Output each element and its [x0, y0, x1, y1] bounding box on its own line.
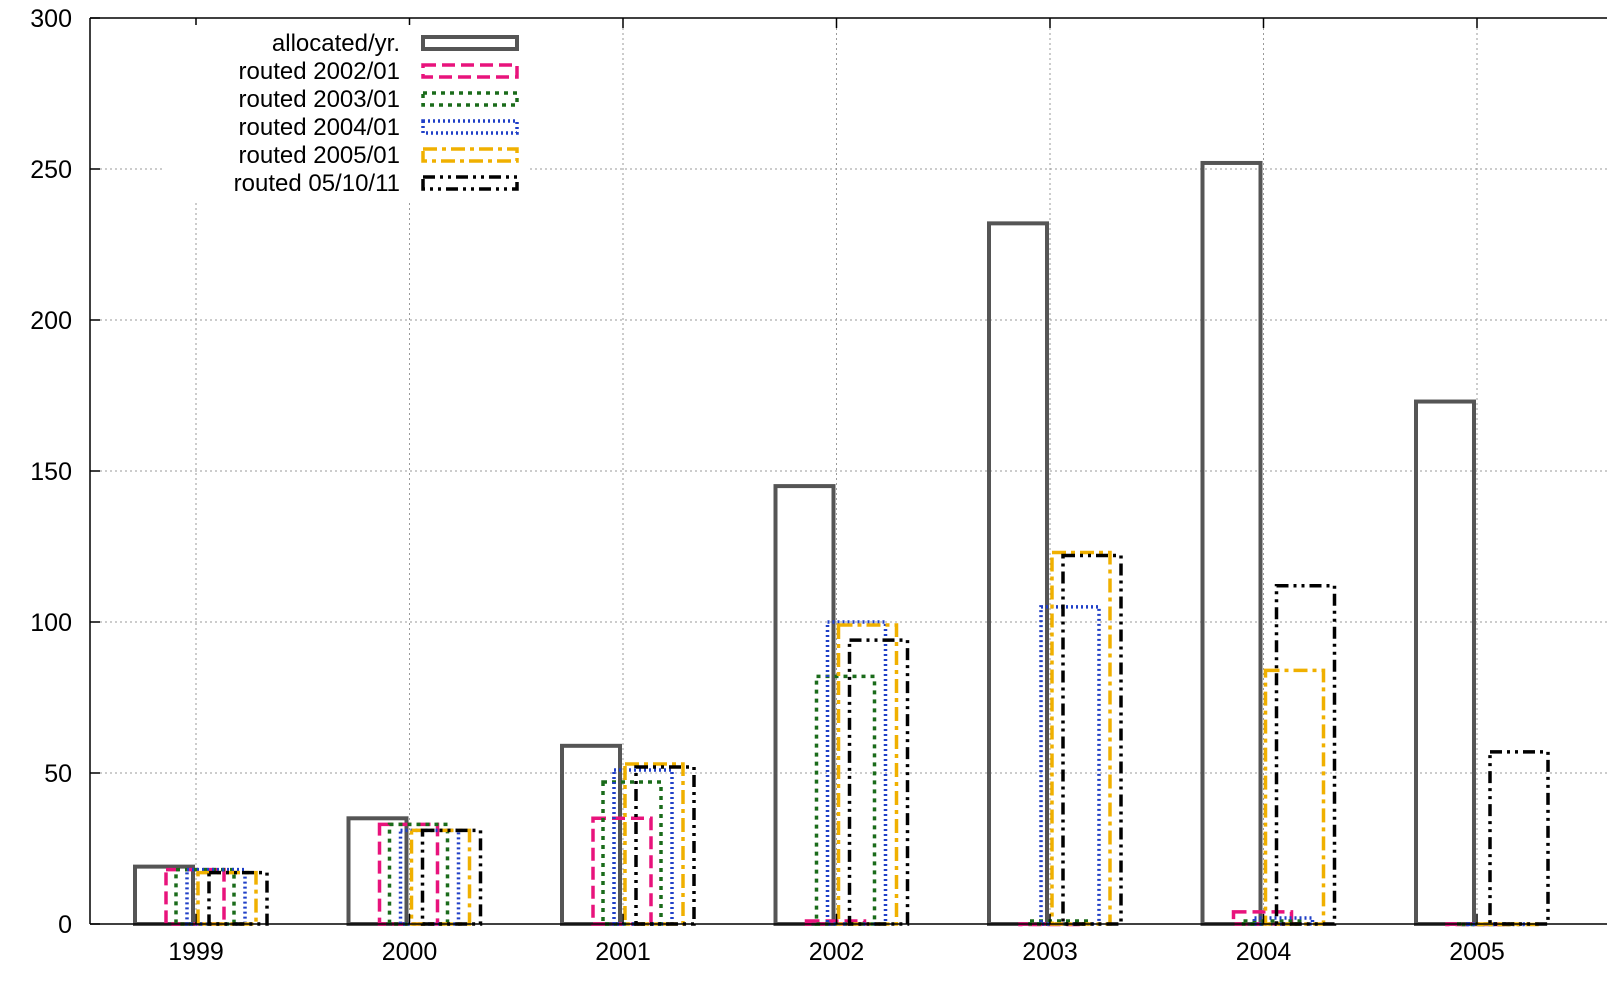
bar-routed-4-2000 [409, 828, 472, 926]
axes: 0 50 100 150 200 250 300 1999 2000 2001 2002 2003 20… [30, 5, 1607, 966]
legend-swatch [421, 147, 519, 163]
bars [133, 160, 1550, 927]
legend-swatch [421, 175, 519, 191]
y-tick-label: 100 [30, 609, 72, 637]
bar-routed-5-2004 [1274, 584, 1337, 926]
x-tick-label: 2001 [595, 938, 651, 966]
x-tick-label: 1999 [168, 938, 224, 966]
legend-label: routed 2005/01 [239, 142, 400, 169]
legend-label: routed 2004/01 [239, 114, 400, 141]
legend-background [165, 25, 530, 200]
bar-routed-4-2001 [623, 762, 685, 926]
bar-allocated-2002 [773, 484, 836, 926]
y-tick-label: 250 [30, 156, 72, 184]
bar-routed-3-2004 [1252, 916, 1315, 926]
bar-allocated-2004 [1200, 160, 1263, 926]
bar-routed-3-2003 [1039, 605, 1101, 926]
x-tick-label: 2002 [809, 938, 865, 966]
bar-routed-5-2002 [847, 638, 910, 926]
legend-label: allocated/yr. [272, 30, 400, 57]
legend-label: routed 05/10/11 [234, 170, 400, 197]
legend-swatch [421, 91, 519, 107]
legend-swatch [421, 35, 519, 51]
bar-routed-5-2005 [1488, 750, 1550, 926]
bar-routed-4-1999 [196, 870, 258, 926]
legend-swatch [421, 63, 519, 79]
bar-allocated-2003 [987, 221, 1049, 927]
bar-routed-2-2002 [814, 674, 877, 926]
bar-routed-4-2004 [1263, 668, 1326, 926]
x-tick-label: 2004 [1236, 938, 1292, 966]
legend-swatch [421, 119, 519, 135]
x-tick-label: 2005 [1449, 938, 1505, 966]
bar-routed-5-2003 [1061, 553, 1123, 926]
legend-label: routed 2002/01 [239, 58, 400, 85]
bar-routed-5-1999 [207, 870, 269, 926]
bar-allocated-2005 [1414, 399, 1476, 927]
y-tick-label: 200 [30, 307, 72, 335]
bar-allocated-2000 [346, 816, 409, 926]
legend-label: routed 2003/01 [239, 86, 400, 113]
x-tick-label: 2003 [1022, 938, 1078, 966]
bar-routed-2-2000 [387, 822, 450, 926]
y-tick-label: 150 [30, 458, 72, 486]
y-tick-label: 0 [58, 911, 72, 939]
bar-allocated-1999 [133, 864, 195, 926]
bar-routed-5-2000 [420, 828, 483, 926]
bar-routed-2-1999 [174, 867, 236, 926]
y-tick-label: 50 [44, 760, 72, 788]
x-tick-label: 2000 [382, 938, 438, 966]
bar-routed-5-2001 [634, 765, 696, 926]
y-tick-label: 300 [30, 5, 72, 33]
bar-routed-4-2002 [836, 623, 899, 926]
